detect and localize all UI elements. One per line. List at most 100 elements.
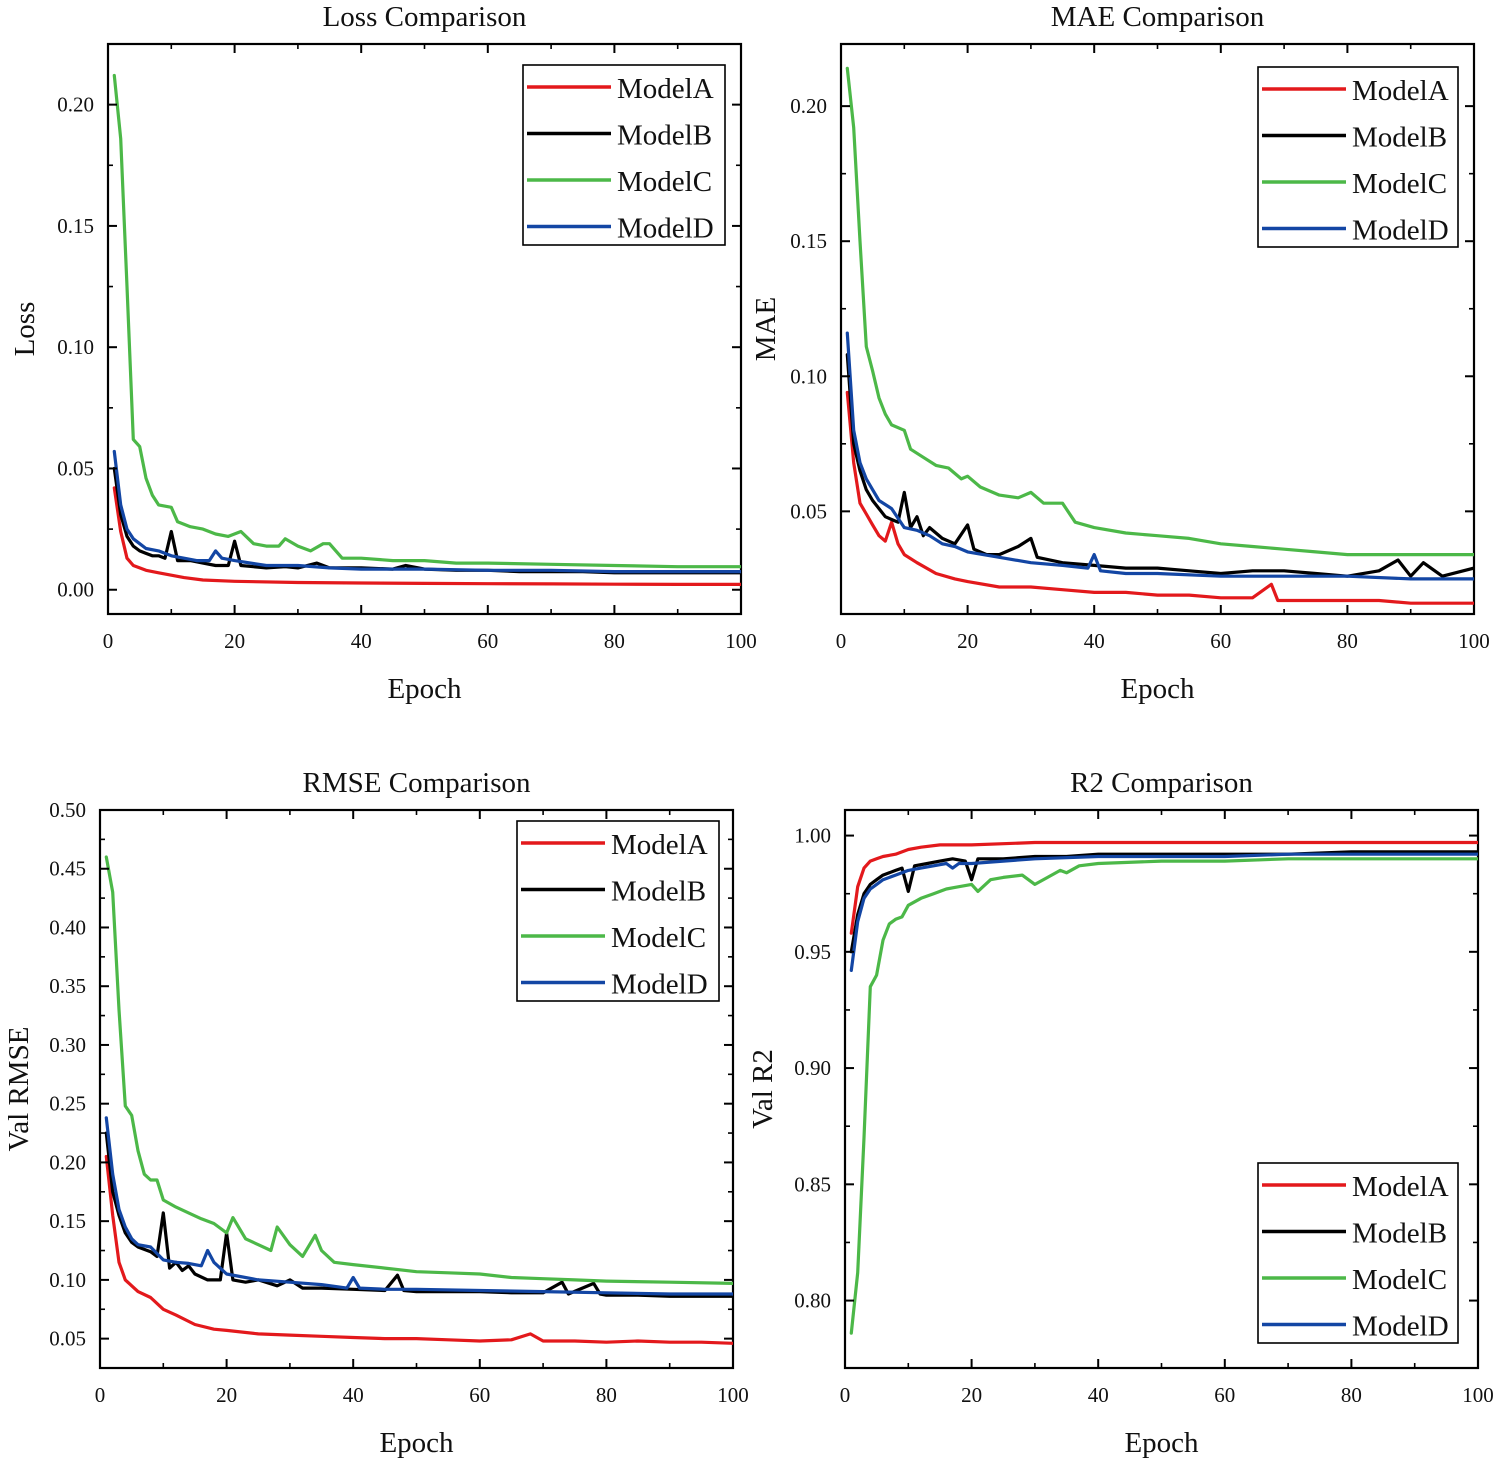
loss-series-line-modelc bbox=[112, 73, 741, 569]
rmse-y-tick-label: 0.30 bbox=[49, 1033, 86, 1057]
mae-legend: ModelA ModelB ModelC ModelD bbox=[1257, 66, 1459, 248]
mae-series-line-modela bbox=[845, 390, 1474, 605]
loss-comparison-panel: Loss Comparison 0 20 40 60 80 100 0.00 0.05 0.10 0… bbox=[9, 1, 757, 705]
loss-legend-box bbox=[522, 64, 726, 246]
loss-y-tick-label: 0.00 bbox=[57, 578, 94, 602]
mae-y-tick-label: 0.10 bbox=[790, 364, 827, 388]
r2-comparison-panel: R2 Comparison 0 20 40 60 80 100 0.80 0.85 0.90 0.9… bbox=[747, 767, 1494, 1459]
r2-legend-label-modeld: ModelD bbox=[1352, 1311, 1449, 1343]
rmse-x-tick-label: 20 bbox=[216, 1383, 237, 1407]
r2-y-tick-label: 0.80 bbox=[794, 1289, 831, 1313]
loss-y-tick-label: 0.15 bbox=[57, 214, 94, 238]
rmse-y-tick-label: 0.15 bbox=[49, 1209, 86, 1233]
mae-x-tick-label: 100 bbox=[1458, 629, 1490, 653]
rmse-x-tick-label: 40 bbox=[343, 1383, 364, 1407]
rmse-legend-label-modelb: ModelB bbox=[611, 876, 706, 908]
rmse-legend: ModelA ModelB ModelC ModelD bbox=[516, 820, 720, 1002]
r2-x-tick-label: 60 bbox=[1214, 1383, 1235, 1407]
rmse-y-tick-label: 0.45 bbox=[49, 857, 86, 881]
mae-x-tick-label: 20 bbox=[957, 629, 978, 653]
mae-legend-label-modelc: ModelC bbox=[1352, 168, 1447, 200]
loss-series-group bbox=[112, 73, 741, 586]
mae-legend-box bbox=[1257, 66, 1459, 248]
mae-x-tick-label: 40 bbox=[1084, 629, 1105, 653]
mae-legend-label-modela: ModelA bbox=[1352, 75, 1449, 107]
r2-series-line-modela bbox=[849, 840, 1478, 935]
rmse-y-tick-label: 0.05 bbox=[49, 1327, 86, 1351]
loss-legend-label-modeld: ModelD bbox=[617, 213, 714, 245]
loss-legend-label-modela: ModelA bbox=[617, 73, 714, 105]
mae-legend-label-modeld: ModelD bbox=[1352, 215, 1449, 247]
r2-legend-label-modelb: ModelB bbox=[1352, 1218, 1447, 1250]
rmse-x-tick-label: 0 bbox=[95, 1383, 106, 1407]
loss-x-tick-label: 60 bbox=[477, 629, 498, 653]
loss-chart-title: Loss Comparison bbox=[323, 1, 527, 33]
r2-y-tick-label: 1.00 bbox=[794, 824, 831, 848]
rmse-y-tick-label: 0.40 bbox=[49, 915, 86, 939]
r2-y-tick-label: 0.95 bbox=[794, 940, 831, 964]
loss-x-tick-label: 40 bbox=[351, 629, 372, 653]
loss-legend-label-modelb: ModelB bbox=[617, 120, 712, 152]
rmse-y-tick-label: 0.20 bbox=[49, 1150, 86, 1174]
loss-x-tick-label: 20 bbox=[224, 629, 245, 653]
mae-x-tick-label: 80 bbox=[1337, 629, 1358, 653]
rmse-x-axis-label: Epoch bbox=[379, 1427, 454, 1459]
rmse-legend-label-modelc: ModelC bbox=[611, 922, 706, 954]
mae-y-axis-label: MAE bbox=[750, 297, 782, 361]
mae-x-tick-label: 0 bbox=[836, 629, 847, 653]
mae-comparison-panel: MAE Comparison 0 20 40 60 80 100 0.05 0.10 0.15 0.… bbox=[750, 1, 1490, 705]
rmse-chart-title: RMSE Comparison bbox=[303, 767, 531, 799]
r2-y-axis-label: Val R2 bbox=[747, 1049, 779, 1129]
rmse-legend-label-modeld: ModelD bbox=[611, 969, 708, 1001]
rmse-comparison-panel: RMSE Comparison 0 20 40 60 80 100 0.05 0.10 0.15 0… bbox=[3, 767, 749, 1459]
mae-y-tick-label: 0.15 bbox=[790, 229, 827, 253]
rmse-series-line-modelb bbox=[104, 1131, 733, 1298]
rmse-y-tick-label: 0.10 bbox=[49, 1268, 86, 1292]
rmse-legend-label-modela: ModelA bbox=[611, 829, 708, 861]
mae-x-axis-label: Epoch bbox=[1120, 673, 1195, 705]
r2-legend-label-modelc: ModelC bbox=[1352, 1264, 1447, 1296]
loss-series-line-modela bbox=[112, 486, 741, 586]
r2-chart-title: R2 Comparison bbox=[1070, 767, 1253, 799]
r2-y-tick-label: 0.90 bbox=[794, 1056, 831, 1080]
rmse-x-tick-label: 60 bbox=[469, 1383, 490, 1407]
mae-x-tick-label: 60 bbox=[1210, 629, 1231, 653]
r2-x-tick-label: 100 bbox=[1462, 1383, 1494, 1407]
r2-x-axis-label: Epoch bbox=[1124, 1427, 1199, 1459]
r2-series-line-modelb bbox=[849, 850, 1478, 954]
loss-legend-label-modelc: ModelC bbox=[617, 166, 712, 198]
r2-x-tick-label: 20 bbox=[961, 1383, 982, 1407]
rmse-x-tick-label: 80 bbox=[596, 1383, 617, 1407]
mae-series-line-modelc bbox=[845, 66, 1474, 557]
loss-y-axis-label: Loss bbox=[9, 302, 41, 357]
rmse-series-line-modeld bbox=[104, 1116, 733, 1296]
r2-x-tick-label: 0 bbox=[840, 1383, 851, 1407]
r2-legend-box bbox=[1257, 1162, 1459, 1344]
rmse-series-line-modelc bbox=[104, 855, 733, 1285]
r2-y-tick-label: 0.85 bbox=[794, 1172, 831, 1196]
mae-series-group bbox=[845, 66, 1474, 605]
r2-series-group bbox=[849, 840, 1478, 1335]
rmse-series-group bbox=[104, 855, 733, 1345]
loss-y-tick-label: 0.10 bbox=[57, 335, 94, 359]
mae-chart-title: MAE Comparison bbox=[1051, 1, 1265, 33]
loss-series-line-modelb bbox=[112, 466, 741, 575]
mae-y-tick-label: 0.20 bbox=[790, 94, 827, 118]
r2-x-tick-label: 40 bbox=[1088, 1383, 1109, 1407]
rmse-y-tick-label: 0.50 bbox=[49, 798, 86, 822]
mae-y-tick-label: 0.05 bbox=[790, 499, 827, 523]
r2-x-tick-label: 80 bbox=[1341, 1383, 1362, 1407]
rmse-series-line-modela bbox=[104, 1154, 733, 1345]
rmse-x-tick-label: 100 bbox=[717, 1383, 749, 1407]
rmse-legend-box bbox=[516, 820, 720, 1002]
loss-y-tick-label: 0.20 bbox=[57, 93, 94, 117]
loss-series-line-modeld bbox=[112, 449, 741, 574]
loss-x-tick-label: 80 bbox=[604, 629, 625, 653]
r2-legend-label-modela: ModelA bbox=[1352, 1171, 1449, 1203]
loss-x-tick-label: 100 bbox=[725, 629, 757, 653]
loss-legend: ModelA ModelB ModelC ModelD bbox=[522, 64, 726, 246]
r2-series-line-modeld bbox=[849, 852, 1478, 972]
r2-series-line-modelc bbox=[849, 857, 1478, 1335]
r2-legend: ModelA ModelB ModelC ModelD bbox=[1257, 1162, 1459, 1344]
